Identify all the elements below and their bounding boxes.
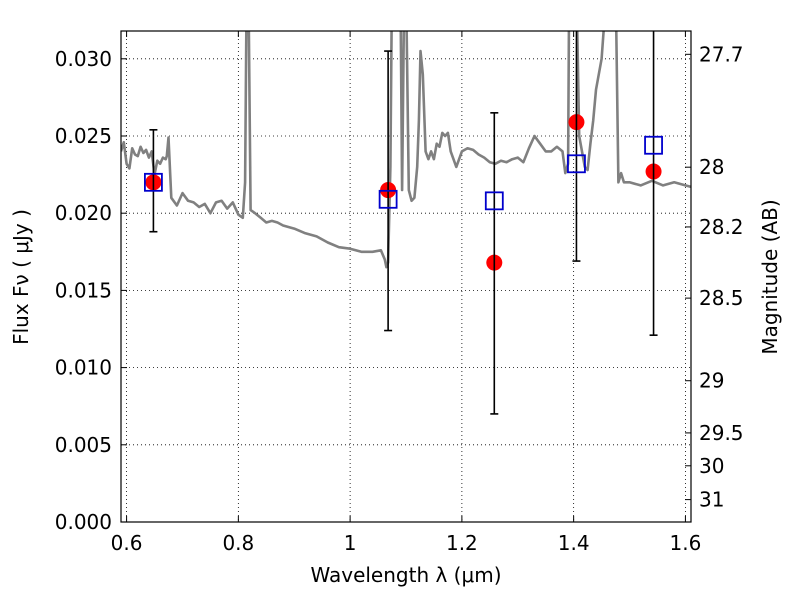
y2-tick-label: 27.7 bbox=[699, 42, 744, 66]
y-tick-label: 0.010 bbox=[55, 356, 112, 380]
x-tick-label: 1.6 bbox=[670, 531, 702, 555]
y2-axis-label: Magnitude (AB) bbox=[758, 199, 782, 354]
y-tick-label: 0.030 bbox=[55, 47, 112, 71]
y-tick-label: 0.025 bbox=[55, 124, 112, 148]
y-tick-label: 0.000 bbox=[55, 510, 112, 534]
x-tick-label: 0.6 bbox=[111, 531, 143, 555]
model-flux-square bbox=[484, 191, 504, 211]
y-tick-label: 0.015 bbox=[55, 278, 112, 302]
model-flux-square bbox=[144, 172, 163, 192]
y-tick-label: 0.020 bbox=[55, 201, 112, 225]
y2-tick-label: 29.5 bbox=[699, 421, 744, 445]
x-tick-label: 1.2 bbox=[446, 531, 478, 555]
y2-tick-label: 28 bbox=[699, 155, 724, 179]
y2-tick-label: 30 bbox=[699, 454, 724, 478]
model-spectrum-line bbox=[121, 31, 691, 269]
y-tick-label: 0.005 bbox=[55, 433, 112, 457]
model-flux-square bbox=[644, 135, 663, 155]
x-tick-label: 1.4 bbox=[558, 531, 590, 555]
y2-tick-label: 29 bbox=[699, 369, 724, 393]
y-axis-label: Flux Fν ( μJy ) bbox=[9, 209, 33, 345]
y2-tick-label: 31 bbox=[699, 488, 724, 512]
axis-ticks: 0.6 0.8 1 1.2 1.4 1.6 0.000 0.005 0.010 0.015 0.02… bbox=[55, 31, 744, 555]
y2-tick-label: 28.5 bbox=[699, 286, 744, 310]
model-flux-square bbox=[567, 154, 586, 174]
x-tick-label: 1 bbox=[344, 531, 357, 555]
x-axis-label: Wavelength λ (μm) bbox=[310, 563, 501, 587]
model-flux-square bbox=[378, 189, 398, 209]
x-tick-label: 0.8 bbox=[222, 531, 254, 555]
plot-area bbox=[121, 31, 691, 415]
y2-tick-label: 28.2 bbox=[699, 215, 744, 239]
plot-frame bbox=[120, 30, 692, 523]
